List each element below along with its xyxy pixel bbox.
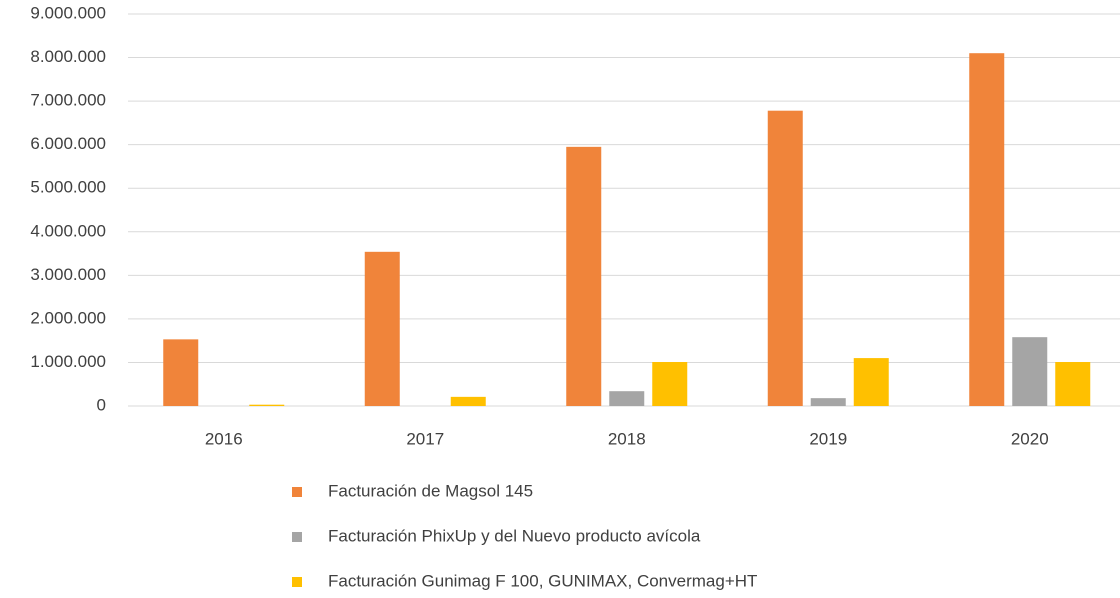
x-tick-label: 2018 [608,429,646,448]
bar [364,251,400,406]
legend-swatch [292,532,302,542]
bar [810,398,846,406]
bar [767,110,803,407]
bar [566,146,602,406]
y-tick-label: 3.000.000 [30,265,106,284]
y-tick-label: 0 [97,395,106,414]
y-tick-label: 8.000.000 [30,47,106,66]
y-tick-label: 1.000.000 [30,352,106,371]
legend-swatch [292,577,302,587]
x-tick-label: 2020 [1011,429,1049,448]
legend-label: Facturación Gunimag F 100, GUNIMAX, Conv… [328,571,757,590]
legend-label: Facturación de Magsol 145 [328,481,533,500]
bar [969,53,1005,406]
legend-label: Facturación PhixUp y del Nuevo producto … [328,526,701,545]
y-tick-label: 9.000.000 [30,3,106,22]
bar [450,396,486,406]
y-tick-label: 2.000.000 [30,308,106,327]
bar [609,391,645,406]
bar [1055,362,1091,406]
bar [853,358,889,406]
x-tick-label: 2017 [406,429,444,448]
x-tick-label: 2016 [205,429,243,448]
x-tick-label: 2019 [809,429,847,448]
bar [163,339,199,406]
legend-swatch [292,487,302,497]
y-tick-label: 5.000.000 [30,178,106,197]
y-tick-label: 7.000.000 [30,91,106,110]
bar [652,362,688,406]
bar [249,404,285,406]
y-tick-label: 4.000.000 [30,221,106,240]
y-tick-label: 6.000.000 [30,134,106,153]
bar [1012,337,1048,406]
